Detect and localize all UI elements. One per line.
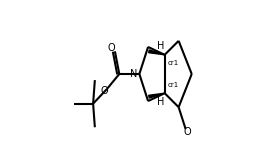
Text: N: N [130, 69, 137, 79]
Text: O: O [100, 86, 108, 96]
Polygon shape [149, 50, 165, 55]
Text: O: O [184, 127, 191, 137]
Text: H: H [157, 41, 164, 51]
Polygon shape [149, 93, 165, 98]
Text: H: H [157, 97, 164, 107]
Text: O: O [108, 43, 115, 53]
Text: cr1: cr1 [167, 60, 178, 66]
Text: cr1: cr1 [167, 82, 178, 88]
